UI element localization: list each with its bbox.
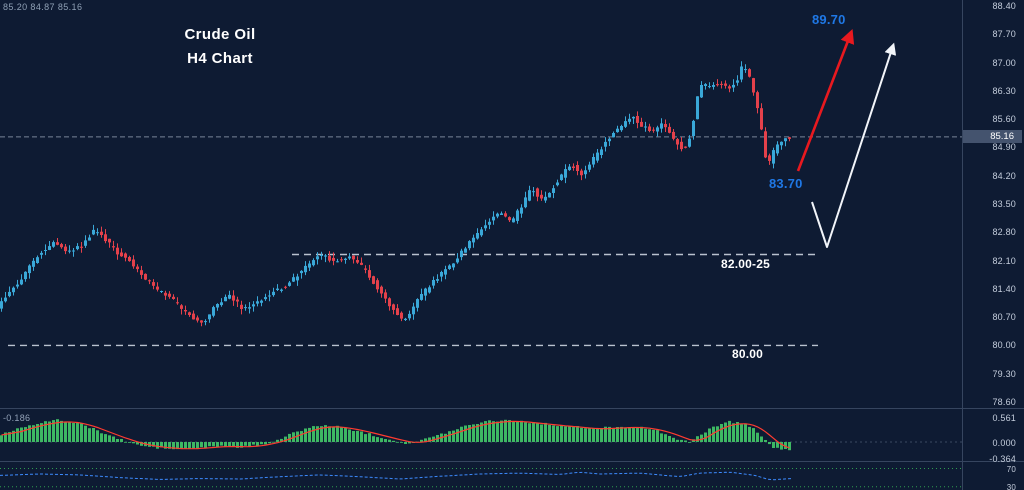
oscillator-axis-label: 30 xyxy=(1006,482,1016,490)
oscillator-line xyxy=(0,471,793,481)
indicator-axis-label: -0.364 xyxy=(989,454,1016,465)
price-axis-label: 87.70 xyxy=(992,29,1016,40)
resistance-zone-label: 82.00-25 xyxy=(721,257,770,271)
support-level-label: 80.00 xyxy=(732,347,764,361)
macd-value-label: -0.186 xyxy=(3,413,31,423)
ohlc-info: 85.20 84.87 85.16 xyxy=(3,2,83,12)
price-axis-label: 78.60 xyxy=(992,397,1016,407)
indicator-level-lines xyxy=(0,441,962,488)
chart-subtitle: H4 Chart xyxy=(187,50,253,67)
oscillator-axis-label: 70 xyxy=(1006,464,1016,474)
price-axis-label: 83.50 xyxy=(992,199,1016,209)
price-axis-label: 86.30 xyxy=(992,85,1016,96)
price-axis-label: 81.40 xyxy=(992,283,1016,294)
current-price-badge: 85.16 xyxy=(963,130,1022,144)
oscillator-axis[interactable]: 70 30 xyxy=(963,462,1024,490)
price-axis[interactable]: 88.40 87.70 87.00 86.30 85.60 84.90 84.20 83.50… xyxy=(963,0,1024,408)
red-projection-arrow[interactable] xyxy=(796,28,855,172)
price-axis-label: 84.90 xyxy=(992,142,1016,153)
price-axis-label: 85.60 xyxy=(992,114,1016,125)
pullback-price-label: 83.70 xyxy=(769,176,803,191)
macd-histogram xyxy=(0,419,791,451)
price-axis-label: 80.00 xyxy=(992,340,1016,351)
price-axis-label: 82.10 xyxy=(992,255,1016,266)
target-price-label: 89.70 xyxy=(812,12,846,27)
indicator-axis[interactable]: 0.561 0.000 -0.364 xyxy=(963,408,1024,465)
price-axis-label: 80.70 xyxy=(992,312,1016,323)
candlestick-series xyxy=(0,61,791,327)
price-axis-label: 82.80 xyxy=(992,227,1016,238)
price-axis-label: 79.30 xyxy=(992,368,1016,379)
price-axis-label: 88.40 xyxy=(992,1,1016,11)
white-projection-arrow[interactable] xyxy=(811,42,897,248)
indicator-axis-label: 0.000 xyxy=(992,438,1016,448)
chart-title: Crude Oil xyxy=(184,26,256,43)
price-axis-label: 84.20 xyxy=(992,170,1016,181)
macd-signal-line xyxy=(1,420,790,450)
price-axis-label: 87.00 xyxy=(992,57,1016,68)
indicator-axis-label: 0.561 xyxy=(992,413,1016,424)
